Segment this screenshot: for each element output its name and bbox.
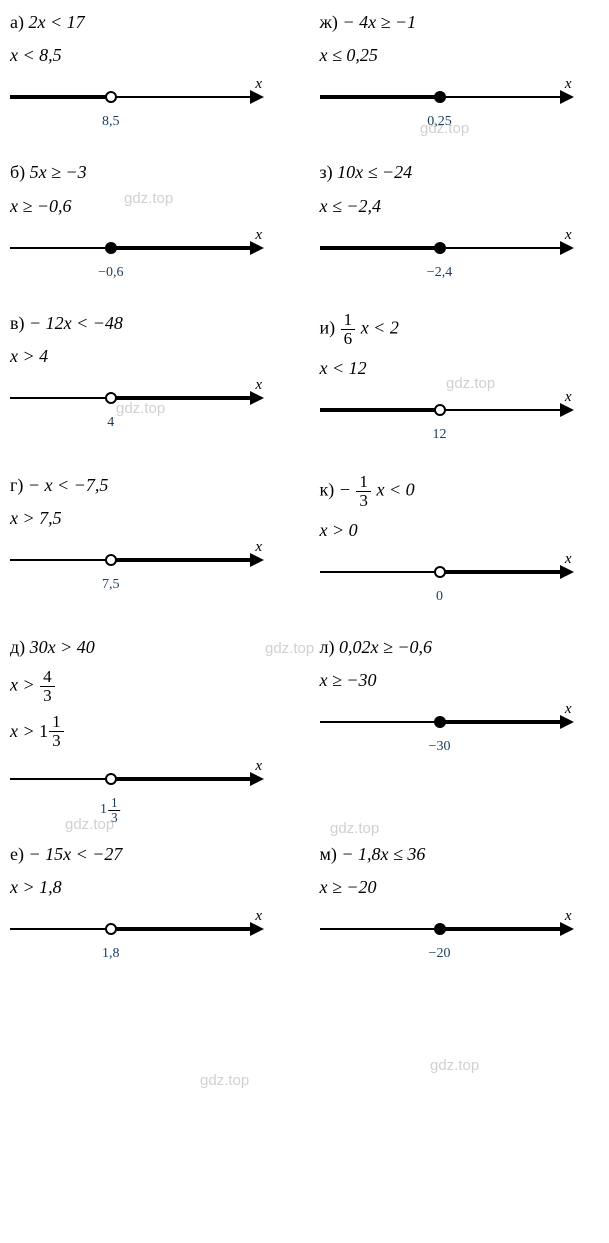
solution: x ≤ −2,4 [320,194,600,219]
number-line: x113 [10,764,264,818]
problem: л) 0,02x ≥ −0,6 x ≥ −30 x−30 [320,635,600,761]
point-marker [105,91,117,103]
inequality: в) − 12x < −48 [10,311,290,336]
problem: а) 2x < 17 x < 8,5 x8,5 [10,10,290,136]
number-line: x−2,4 [320,233,574,287]
number-line: x12 [320,395,574,449]
solution: x > 4 [10,344,290,369]
tick-label: 7,5 [102,577,120,593]
tick-label: 0,25 [427,114,452,130]
tick-label: 113 [100,796,122,825]
arrow-icon [250,772,264,786]
arrow-icon [250,553,264,567]
solution: x > 43 [10,668,290,705]
point-marker [434,716,446,728]
point-marker [434,566,446,578]
solution: x > 1 13 [10,713,290,750]
solution: x < 8,5 [10,43,290,68]
inequality: б) 5x ≥ −3 [10,160,290,185]
inequality: з) 10x ≤ −24 [320,160,600,185]
solution: x ≥ −0,6 [10,194,290,219]
problem: к) − 13 x < 0 x > 0 x0 [320,473,600,611]
inequality: к) − 13 x < 0 [320,473,600,510]
point-marker [434,404,446,416]
point-marker [105,773,117,785]
point-marker [105,242,117,254]
problem: б) 5x ≥ −3 x ≥ −0,6 x−0,6 [10,160,290,286]
watermark: gdz.top [200,1072,249,1089]
solution: x > 7,5 [10,506,290,531]
inequality: ж) − 4x ≥ −1 [320,10,600,35]
arrow-icon [250,391,264,405]
point-marker [434,91,446,103]
arrow-icon [560,403,574,417]
tick-label: −20 [429,946,451,962]
point-marker [434,242,446,254]
inequality: а) 2x < 17 [10,10,290,35]
inequality: г) − x < −7,5 [10,473,290,498]
inequality: м) − 1,8x ≤ 36 [320,842,600,867]
problem: з) 10x ≤ −24 x ≤ −2,4 x−2,4 [320,160,600,286]
arrow-icon [250,922,264,936]
tick-label: 8,5 [102,114,120,130]
tick-label: −30 [429,739,451,755]
problem: г) − x < −7,5 x > 7,5 x7,5 [10,473,290,599]
number-line: x−0,6 [10,233,264,287]
arrow-icon [560,715,574,729]
arrow-icon [560,565,574,579]
tick-label: −2,4 [427,265,452,281]
number-line: x4 [10,383,264,437]
arrow-icon [250,241,264,255]
solution: x ≥ −30 [320,668,600,693]
inequality: и) 16 x < 2 [320,311,600,348]
number-line: x8,5 [10,82,264,136]
point-marker [105,923,117,935]
problem: е) − 15x < −27 x > 1,8 x1,8 [10,842,290,968]
arrow-icon [560,241,574,255]
inequality: л) 0,02x ≥ −0,6 [320,635,600,660]
number-line: x7,5 [10,545,264,599]
arrow-icon [560,90,574,104]
problem: в) − 12x < −48 x > 4 x4 [10,311,290,437]
problem: и) 16 x < 2 x < 12 x12 [320,311,600,449]
point-marker [434,923,446,935]
solution: x ≤ 0,25 [320,43,600,68]
arrow-icon [250,90,264,104]
problem: д) 30x > 40 x > 43 x > 1 13 x113 [10,635,290,818]
inequality: е) − 15x < −27 [10,842,290,867]
number-line: x0 [320,557,574,611]
tick-label: 1,8 [102,946,120,962]
tick-label: −0,6 [98,265,123,281]
inequality: д) 30x > 40 [10,635,290,660]
number-line: x−20 [320,914,574,968]
solution: x ≥ −20 [320,875,600,900]
watermark: gdz.top [430,1057,479,1074]
solution: x > 0 [320,518,600,543]
tick-label: 4 [107,415,114,431]
problem: м) − 1,8x ≤ 36 x ≥ −20 x−20 [320,842,600,968]
point-marker [105,554,117,566]
number-line: x0,25 [320,82,574,136]
problem: ж) − 4x ≥ −1 x ≤ 0,25 x0,25 [320,10,600,136]
point-marker [105,392,117,404]
arrow-icon [560,922,574,936]
solution: x < 12 [320,356,600,381]
number-line: x−30 [320,707,574,761]
number-line: x1,8 [10,914,264,968]
solution: x > 1,8 [10,875,290,900]
tick-label: 12 [433,427,447,443]
tick-label: 0 [436,589,443,605]
